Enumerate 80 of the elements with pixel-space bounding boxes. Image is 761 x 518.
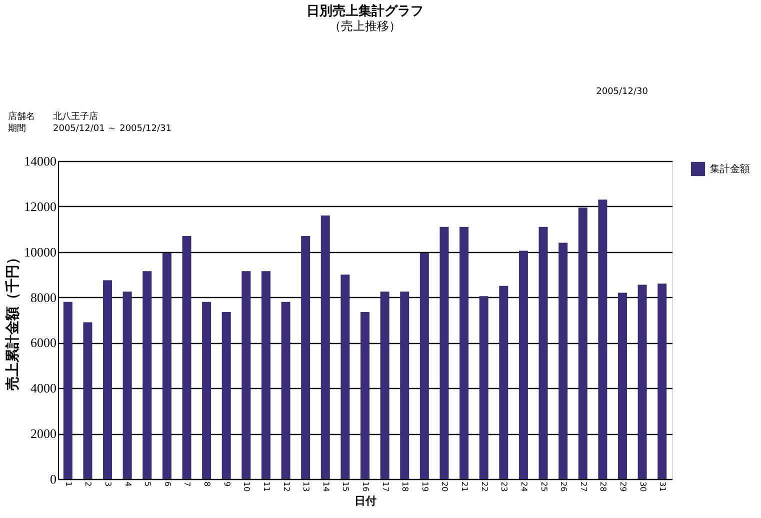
x-tick-label: 24 (519, 482, 528, 492)
x-tick-label: 14 (321, 482, 330, 492)
text: 2005/12/01 ～ 2005/12/31 (53, 124, 172, 134)
bar (320, 216, 330, 479)
legend-label: 集計金額 (710, 163, 750, 175)
bar (122, 292, 132, 479)
bar (83, 322, 92, 479)
x-tick-label: 25 (539, 482, 548, 492)
x-tick-label: 23 (500, 482, 509, 492)
y-tick-label: 6000 (30, 335, 56, 350)
x-tick-label: 19 (420, 482, 430, 492)
y-tick-label: 12000 (24, 198, 56, 214)
x-tick-label: 11 (262, 482, 271, 492)
x-tick-label: 18 (400, 482, 410, 492)
chart-title: 日別売上集計グラフ (306, 3, 424, 19)
bar (618, 292, 627, 479)
text: 北八王子店 (53, 111, 98, 122)
y-axis-title: 売上累計金額（千円） (4, 250, 21, 390)
bar (638, 284, 647, 479)
bar (182, 236, 192, 479)
x-tick-label: 26 (559, 482, 568, 492)
bar (261, 271, 270, 479)
x-tick-label: 10 (242, 482, 252, 492)
x-tick-label: 4 (123, 482, 132, 487)
x-tick-label: 31 (658, 482, 668, 492)
bar (103, 280, 112, 479)
bar (440, 226, 449, 479)
y-tick-label: 10000 (24, 244, 56, 260)
x-tick-label: 15 (341, 482, 350, 492)
x-tick-label: 20 (440, 482, 450, 492)
text: 2005/12/30 (596, 87, 648, 97)
bar (222, 312, 231, 479)
x-tick-label: 2 (84, 482, 93, 487)
chart-subtitle: （売上推移） (329, 19, 401, 33)
bar (301, 236, 310, 479)
x-tick-label: 7 (182, 482, 192, 487)
x-tick-label: 30 (638, 482, 648, 492)
text: 期間 (8, 123, 26, 134)
bar (360, 312, 370, 479)
bar (281, 302, 290, 479)
bar (479, 296, 488, 479)
x-tick-label: 27 (578, 482, 588, 492)
y-tick-label: 0 (50, 472, 56, 486)
x-tick-label: 17 (380, 482, 390, 492)
x-tick-label: 13 (302, 482, 311, 492)
x-tick-label: 1 (64, 482, 73, 487)
bar (400, 292, 410, 479)
y-tick-label: 2000 (30, 426, 56, 442)
text: 店舗名 (8, 111, 35, 122)
x-axis-title: 日付 (354, 494, 376, 508)
x-tick-label: 9 (222, 482, 232, 487)
bar (538, 226, 548, 479)
bar (380, 292, 390, 479)
x-tick-label: 8 (202, 482, 212, 487)
bar (578, 208, 588, 479)
y-tick-label: 14000 (24, 154, 56, 168)
bar (242, 271, 251, 479)
x-tick-label: 5 (143, 482, 152, 487)
x-tick-label: 22 (480, 482, 489, 492)
bar (340, 274, 350, 479)
x-tick-label: 16 (361, 482, 370, 492)
bar (63, 302, 72, 479)
x-tick-label: 29 (618, 482, 628, 492)
y-tick-label: 4000 (30, 380, 56, 396)
bar (202, 302, 212, 479)
x-tick-label: 6 (162, 482, 172, 487)
bar (518, 250, 528, 479)
x-tick-label: 12 (282, 482, 291, 492)
bar (142, 271, 152, 479)
bar (658, 284, 667, 479)
bar (558, 242, 568, 479)
bar (162, 252, 172, 479)
bar (598, 200, 608, 479)
x-tick-label: 28 (598, 482, 608, 492)
x-tick-label: 21 (460, 482, 470, 492)
bar (420, 252, 429, 479)
bar (460, 226, 469, 479)
y-tick-label: 8000 (30, 290, 56, 305)
x-tick-label: 3 (104, 482, 113, 487)
bar (499, 286, 508, 479)
